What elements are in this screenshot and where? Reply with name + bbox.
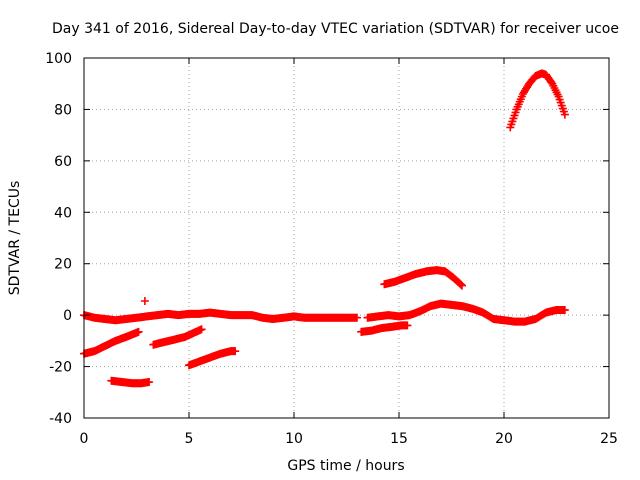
x-tick-label: 10	[285, 431, 303, 447]
series-9	[357, 321, 412, 336]
grid-lines	[84, 58, 609, 418]
data-point	[145, 378, 154, 386]
y-axis-label: SDTVAR / TECUs	[7, 181, 23, 296]
data-point	[231, 347, 240, 356]
y-tick-label: -40	[49, 411, 72, 427]
y-tick-label: 40	[54, 205, 72, 221]
series-1	[363, 299, 569, 326]
y-tick-label: -20	[49, 360, 72, 376]
data-point	[403, 321, 412, 330]
data-point	[458, 281, 466, 290]
x-tick-label: 15	[390, 431, 408, 447]
data-point	[456, 280, 465, 289]
series-0	[80, 308, 361, 325]
chart-title: Day 341 of 2016, Sidereal Day-to-day VTE…	[52, 21, 619, 37]
data-point	[197, 325, 206, 334]
x-tick-label: 5	[185, 431, 194, 447]
series-2	[380, 266, 466, 290]
data-points	[80, 69, 569, 388]
data-point	[353, 313, 361, 322]
y-tick-label: 100	[45, 51, 72, 67]
x-tick-label: 20	[495, 431, 513, 447]
data-point	[560, 110, 569, 119]
series-3	[506, 69, 569, 132]
y-tick-label: 0	[63, 308, 72, 324]
axis-ticks: 0 5 10 15 20 25 -40 -20 0 20 40 60 80 100	[45, 51, 618, 447]
data-point	[140, 297, 149, 305]
y-tick-label: 20	[54, 257, 72, 273]
series-8	[140, 297, 149, 305]
series-7	[185, 347, 240, 370]
y-tick-label: 80	[54, 102, 72, 118]
data-point	[560, 306, 569, 314]
plot-frame	[83, 57, 610, 419]
y-tick-label: 60	[54, 154, 72, 170]
series-6	[149, 325, 206, 349]
series-5	[107, 376, 154, 388]
data-point	[134, 327, 143, 336]
x-axis-label: GPS time / hours	[287, 458, 404, 474]
series-4	[80, 327, 143, 358]
x-tick-label: 25	[600, 431, 618, 447]
x-tick-label: 0	[80, 431, 89, 447]
